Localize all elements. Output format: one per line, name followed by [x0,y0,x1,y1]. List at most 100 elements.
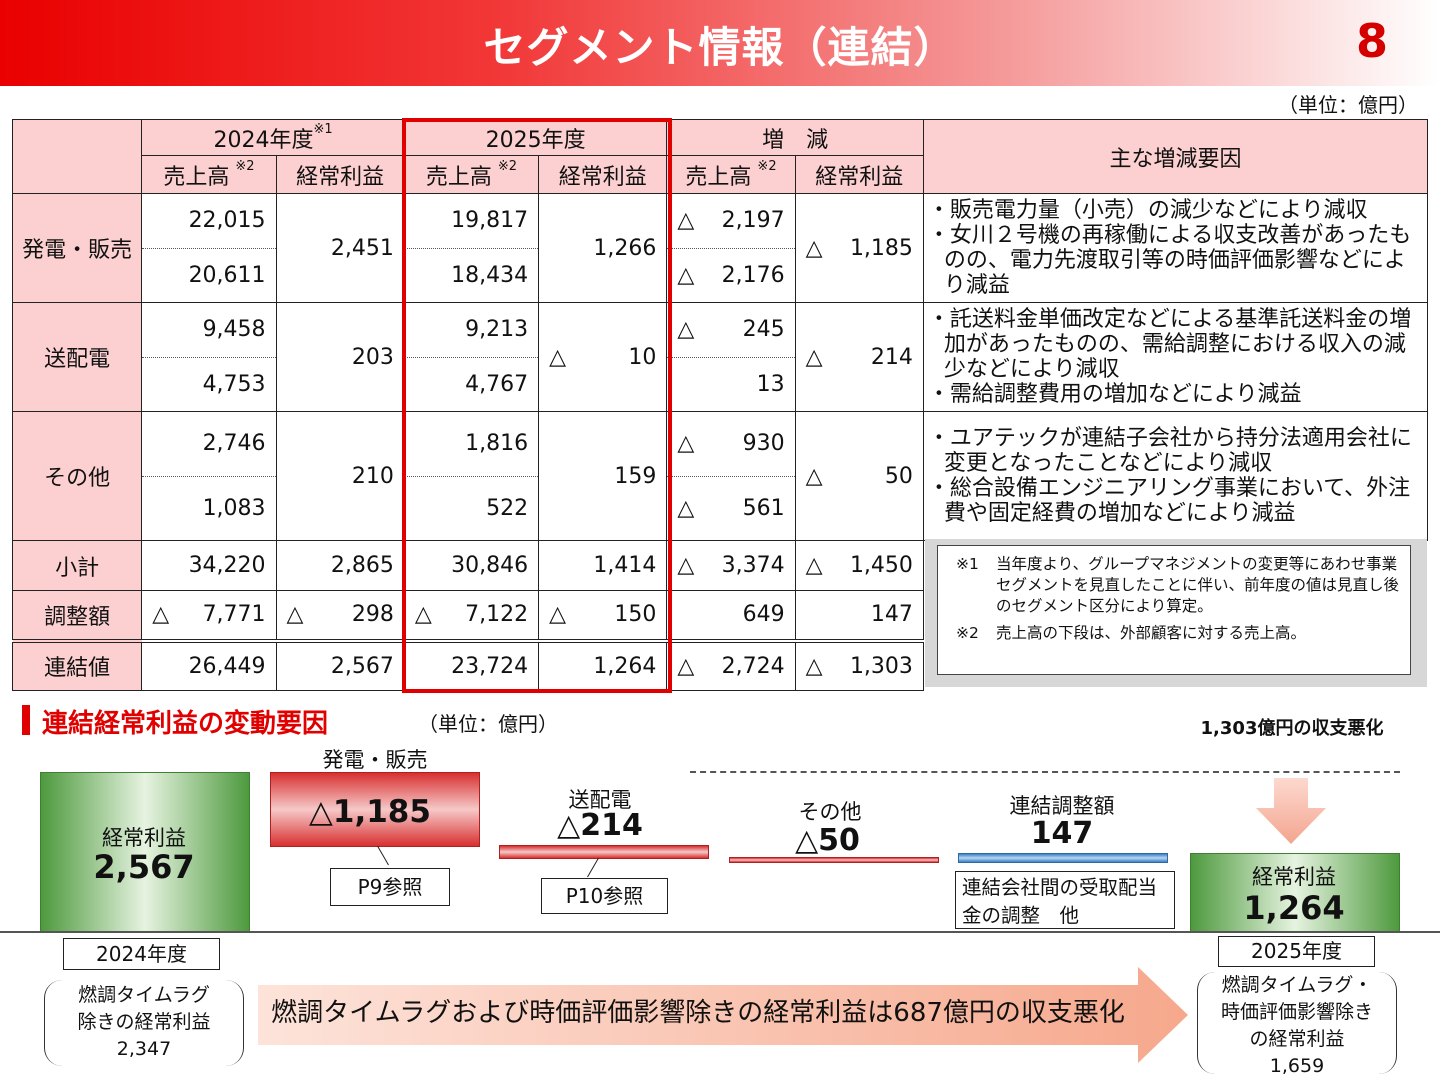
reason-item: ・ユアテックが連結子会社から持分法適用会社に変更となったことなどにより減収 [927,426,1412,476]
header-profit-2025: 経常利益 [538,155,668,194]
header-profit-2024: 経常利益 [275,155,405,194]
profit-2025: 159 [538,411,668,541]
sales-2024: 2,746 [142,412,276,477]
end-value: 1,264 [1243,889,1345,927]
profit-diff: △ 214 [794,302,924,412]
profit-2024: 2,451 [275,193,405,303]
bar-end-profit [1190,853,1400,933]
section-unit: （単位：億円） [418,712,558,736]
profit-diff: △ 1,185 [794,193,924,303]
row-label: 調整額 [11,590,143,641]
summary-arrow-icon [258,967,1188,1063]
sales-ext-2025: 522 [486,495,529,521]
sales-2025: △ 7,122 [403,590,540,641]
sales-ext-diff: △ 2,176 [677,262,785,288]
page-number: 8 [1355,14,1388,68]
sales-ext-diff: △ 561 [677,495,785,521]
unit-label: （単位：億円） [1278,93,1418,117]
baseline [0,931,1440,933]
excl-start-label: 燃調タイムラグ除きの経常利益 [77,984,211,1033]
profit-2025: 1,266 [538,193,668,303]
header-profit-diff: 経常利益 [794,155,924,194]
profit-2025: 1,414 [538,540,668,591]
reference-dash-line [690,771,1400,773]
reason-item: ・女川２号機の再稼働による収支改善があったものの、電力先渡取引等の時価評価影響な… [927,223,1412,298]
bar-start-profit [40,772,250,933]
summary-text: 燃調タイムラグおよび時価評価影響除きの経常利益は687億円の収支悪化 [271,998,1125,1028]
sales-diff: 649 [666,590,796,641]
excl-start-value: 2,347 [116,1038,172,1060]
sales-2025: 9,213 [404,303,539,358]
profit-2025: 1,264 [538,638,668,691]
footnote: ※1 当年度より、グループマネジメントの変更等にあわせ事業セグメントを見直したこと… [956,555,1400,615]
header-2025: 2025年度 [403,119,668,156]
header-reasons: 主な増減要因 [922,119,1429,194]
other-value: △50 [795,823,860,858]
title-banner [0,0,1440,86]
profit-2024: 203 [275,302,405,412]
year-2025-label: 2025年度 [1218,936,1375,967]
sales-diff: △ 245 [667,303,795,358]
profit-2024: 2,567 [275,638,405,691]
highlight-2025-frame [402,118,672,693]
row-label: 小計 [11,540,143,591]
table-row: 発電・販売 22,015 20,611 2,451 19,817 18,434 1,… [11,193,1429,303]
leader-line [377,845,389,866]
footnotes-box: ※1 当年度より、グループマネジメントの変更等にあわせ事業セグメントを見直したこと… [937,545,1411,675]
grid-ref: P10参照 [541,878,668,914]
adj-value: 147 [1030,816,1094,851]
reason-item: ・総合設備エンジニアリング事業において、外注費や固定経費の増加などにより減益 [927,476,1411,526]
bar-other [729,857,939,863]
start-value: 2,567 [93,848,195,886]
header-sales-2025: 売上高 ※2 [403,155,540,194]
reasons-cell: ・託送料金単価改定などによる基準託送料金の増加があったものの、需給調整における収… [922,302,1429,412]
sales-2024: △ 7,771 [141,590,277,641]
profit-2024: 210 [275,411,405,541]
bar-adjustment [958,853,1168,863]
profit-2024: △ 298 [275,590,405,641]
sales-ext-2024: 4,753 [202,371,266,397]
down-arrow-icon [1256,778,1326,844]
header-sales-2024: 売上高 ※2 [141,155,277,194]
start-label: 経常利益 [102,826,186,850]
excl-start-box: 燃調タイムラグ除きの経常利益 2,347 [44,980,244,1066]
excl-end-box: 燃調タイムラグ・時価評価影響除きの経常利益 1,659 [1197,972,1397,1077]
header-2024: 2024年度※1 [141,119,405,156]
end-label: 経常利益 [1252,865,1336,889]
sales-ext-2024: 1,083 [202,495,266,521]
profit-2024: 2,865 [275,540,405,591]
sales-2025: 1,816 [404,412,539,477]
row-label: 連結値 [11,638,143,691]
other-label: その他 [798,800,862,824]
row-label: 送配電 [11,302,143,412]
profit-diff: 147 [794,590,924,641]
sales-diff: △ 930 [667,412,795,477]
gen-value: △1,185 [309,794,431,830]
profit-2025: △ 150 [538,590,668,641]
leader-line [587,857,599,878]
row-label: その他 [11,411,143,541]
sales-2024: 22,015 [142,194,276,249]
profit-diff: △ 50 [794,411,924,541]
bar-gen [270,772,480,847]
bar-grid [499,845,709,859]
reasons-cell: ・販売電力量（小売）の減少などにより減収 ・女川２号機の再稼働による収支改善があっ… [922,193,1429,303]
sales-2024: 26,449 [141,638,277,691]
gen-ref: P9参照 [330,868,450,906]
worsening-note: 1,303億円の収支悪化 [1200,718,1384,739]
row-label: 発電・販売 [11,193,143,303]
year-2024-label: 2024年度 [63,938,220,970]
sales-ext-2025: 4,767 [465,371,529,397]
sales-diff: △ 2,724 [666,638,796,691]
adjustment-row: 調整額 △ 7,771 △ 298 △ 7,122 △ 150 649 147 [11,590,1428,641]
grid-label: 送配電 [568,788,632,812]
sales-ext-2025: 18,434 [451,262,529,288]
section-title: 連結経常利益の変動要因 [42,709,329,739]
adj-note: 連結会社間の受取配当金の調整 他 [955,871,1175,929]
sales-diff: △ 3,374 [666,540,796,591]
sales-diff: △ 2,197 [667,194,795,249]
profit-diff: △ 1,303 [794,638,924,691]
subtotal-row: 小計 34,220 2,865 30,846 1,414 △ 3,374 △ 1,4… [11,540,1428,591]
profit-diff: △ 1,450 [794,540,924,591]
table-row: 送配電 9,458 4,753 203 9,213 4,767 △ 10 △ 245 13… [11,302,1429,412]
